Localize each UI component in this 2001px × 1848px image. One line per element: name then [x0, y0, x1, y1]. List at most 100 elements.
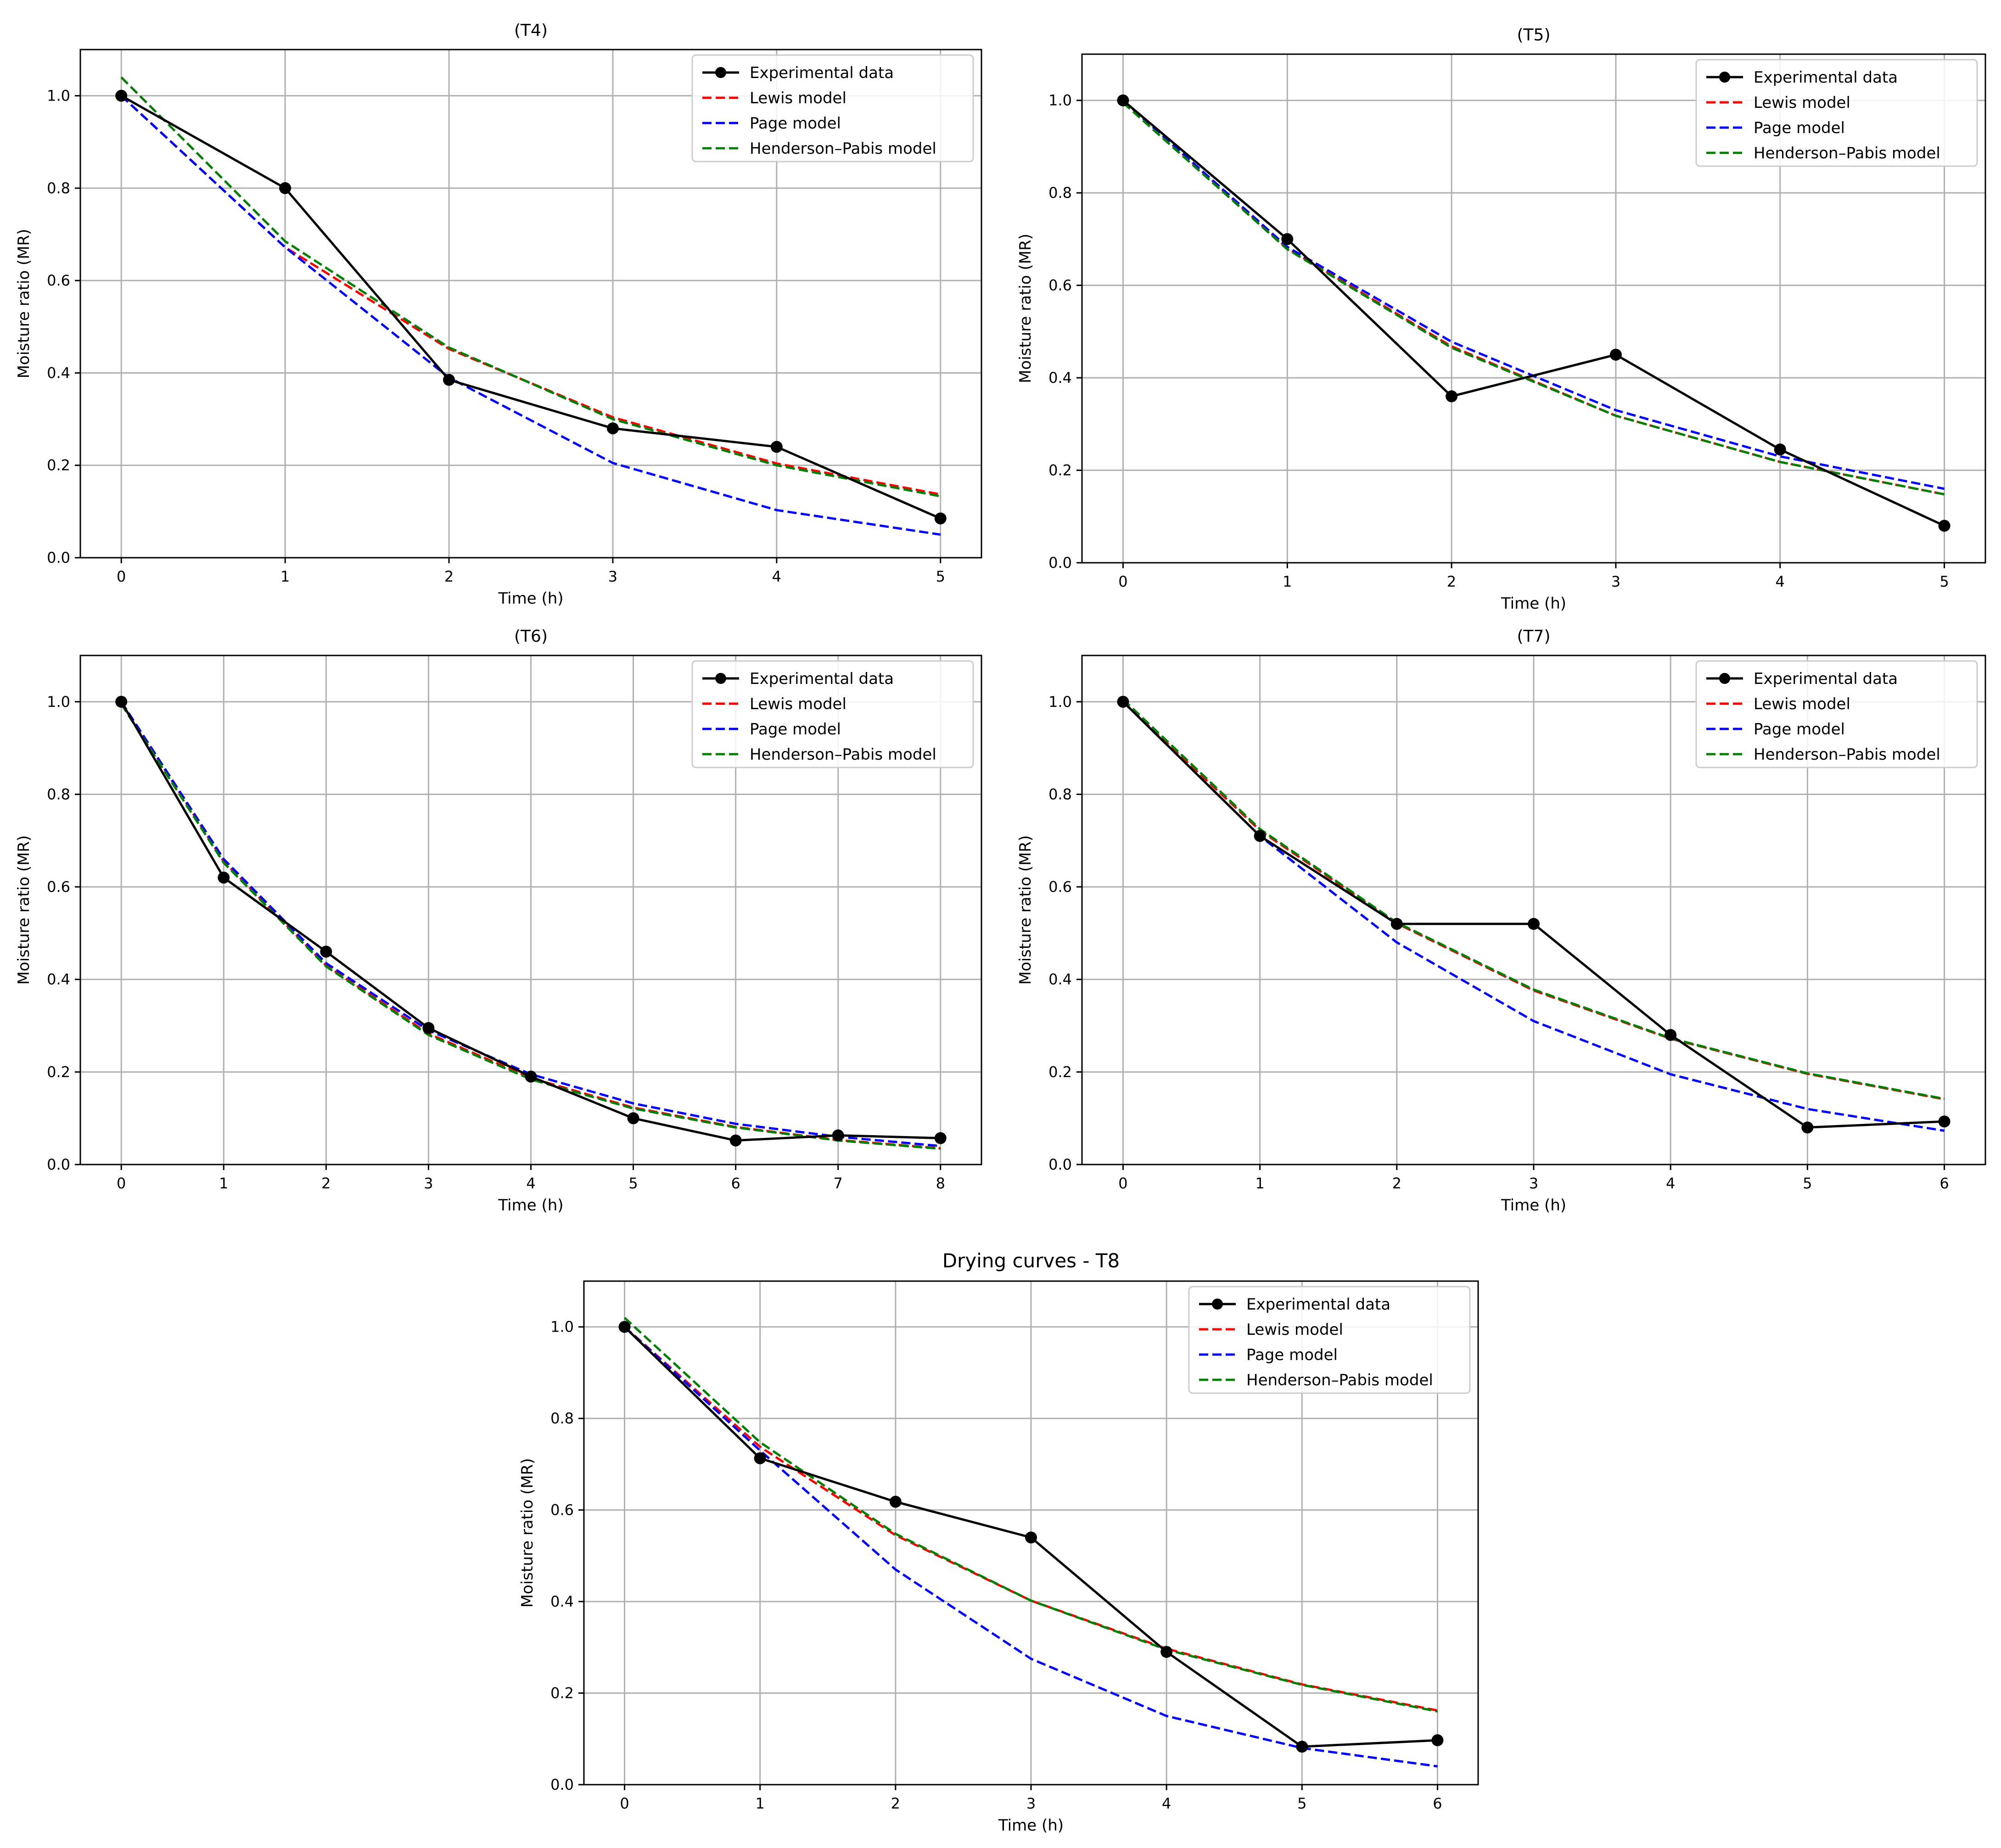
chart-title: (T5) — [1517, 26, 1551, 45]
legend-marker — [715, 673, 726, 684]
chart-title: Drying curves - T8 — [942, 1249, 1120, 1272]
data-point — [443, 374, 455, 386]
y-tick-label: 0.0 — [47, 1156, 70, 1173]
data-point — [1774, 443, 1786, 456]
x-tick-label: 0 — [1118, 573, 1127, 590]
x-tick-label: 5 — [1939, 573, 1949, 590]
x-tick-label: 0 — [117, 1175, 126, 1192]
legend-label-3: Henderson–Pabis model — [1246, 1371, 1433, 1389]
data-point — [606, 422, 619, 435]
x-tick-label: 8 — [936, 1175, 945, 1192]
series-group — [115, 695, 947, 1150]
y-tick-label: 1.0 — [550, 1318, 574, 1336]
legend-label-0: Experimental data — [750, 64, 894, 82]
legend-marker — [1212, 1299, 1223, 1310]
data-point — [889, 1495, 902, 1508]
legend-label-2: Page model — [1754, 720, 1845, 739]
y-tick-label: 0.2 — [1048, 462, 1072, 479]
data-point — [1390, 918, 1403, 930]
data-point — [525, 1070, 537, 1083]
data-point — [832, 1129, 844, 1142]
y-tick-label: 0.8 — [47, 179, 70, 197]
data-point — [1431, 1734, 1444, 1747]
data-point — [934, 1132, 947, 1144]
y-tick-label: 1.0 — [1048, 693, 1072, 711]
y-tick-label: 0.6 — [550, 1501, 574, 1519]
x-tick-label: 5 — [1803, 1175, 1812, 1192]
y-tick-label: 0.8 — [550, 1410, 574, 1427]
x-axis-label: Time (h) — [498, 1196, 563, 1215]
x-tick-label: 5 — [936, 568, 945, 585]
data-point — [1254, 830, 1266, 842]
x-tick-label: 6 — [1939, 1175, 1949, 1192]
axes-frame — [1081, 655, 1986, 1165]
y-tick-label: 0.6 — [1048, 277, 1072, 294]
series-line-3 — [623, 1316, 1438, 1713]
x-tick-label: 3 — [608, 568, 617, 585]
y-axis-label: Moisture ratio (MR) — [15, 835, 33, 985]
legend-label-0: Experimental data — [1754, 68, 1898, 87]
legend-label-2: Page model — [750, 720, 841, 739]
y-tick-label: 0.6 — [47, 272, 70, 289]
axes-frame — [583, 1280, 1479, 1786]
series-line-3 — [1122, 101, 1945, 496]
series-line-0 — [1122, 99, 1945, 527]
x-tick-label: 1 — [1255, 1175, 1264, 1192]
legend-label-0: Experimental data — [1754, 670, 1898, 688]
grid-lines — [1082, 54, 1985, 564]
data-point — [1025, 1531, 1037, 1544]
x-axis-label: Time (h) — [998, 1816, 1064, 1835]
data-point — [1117, 695, 1129, 708]
subplot-1: 0 1 2 3 4 5 0.0 0.2 0.4 0.6 0.8 1.0 (T5) Time (h) Mois… — [1016, 26, 1986, 613]
data-point — [1528, 918, 1540, 930]
x-tick-label: 4 — [526, 1175, 535, 1192]
data-point — [770, 441, 783, 453]
y-tick-label: 0.0 — [47, 549, 70, 566]
data-point — [1801, 1121, 1814, 1134]
data-point — [279, 182, 291, 194]
y-tick-label: 0.2 — [47, 1063, 70, 1081]
series-group — [115, 76, 947, 536]
legend-label-1: Lewis model — [1754, 695, 1850, 713]
x-axis-label: Time (h) — [1501, 594, 1566, 613]
legend-box — [1188, 1286, 1471, 1394]
legend: Experimental data Lewis model Page model He… — [691, 660, 974, 768]
x-tick-label: 2 — [1392, 1175, 1401, 1192]
legend-box — [1695, 59, 1978, 167]
y-tick-label: 0.8 — [1048, 785, 1072, 803]
subplot-3: 0 1 2 3 4 5 6 0.0 0.2 0.4 0.6 0.8 1.0 (T7) Time (h) Moi… — [1016, 627, 1986, 1215]
y-tick-label: 0.2 — [1048, 1063, 1072, 1081]
data-point — [1296, 1741, 1308, 1753]
x-tick-label: 1 — [756, 1795, 765, 1812]
y-tick-label: 0.6 — [1048, 878, 1072, 896]
y-axis-label: Moisture ratio (MR) — [1016, 835, 1035, 985]
legend-box — [691, 54, 974, 162]
chart-title: (T7) — [1517, 627, 1551, 646]
chart-title: (T4) — [514, 21, 548, 40]
data-point — [218, 871, 230, 884]
data-point — [115, 90, 128, 102]
series-line-1 — [120, 95, 941, 496]
subplot-0: 0 1 2 3 4 5 0.0 0.2 0.4 0.6 0.8 1.0 (T4) Time (h) Mois… — [15, 21, 982, 608]
series-group — [618, 1316, 1444, 1768]
x-tick-label: 2 — [1447, 573, 1456, 590]
x-tick-label: 3 — [1529, 1175, 1538, 1192]
y-tick-label: 0.6 — [47, 878, 70, 896]
x-tick-label: 1 — [219, 1175, 228, 1192]
data-point — [1665, 1029, 1677, 1041]
subplot-2: 0 1 2 3 4 5 6 7 8 0.0 0.2 0.4 0.6 0.8 1.0 (T6) Time (h) M… — [15, 627, 982, 1215]
axes-frame — [79, 49, 982, 559]
legend-label-3: Henderson–Pabis model — [750, 140, 936, 158]
series-line-3 — [120, 76, 941, 498]
data-point — [627, 1112, 639, 1125]
y-tick-label: 0.8 — [47, 785, 70, 803]
series-line-3 — [1122, 698, 1945, 1100]
legend-box — [691, 660, 974, 768]
series-line-0 — [120, 95, 941, 520]
y-tick-label: 0.2 — [550, 1685, 574, 1702]
y-tick-label: 0.2 — [47, 457, 70, 474]
data-point — [1938, 520, 1951, 532]
data-point — [754, 1452, 766, 1464]
y-tick-label: 0.0 — [1048, 1156, 1072, 1173]
